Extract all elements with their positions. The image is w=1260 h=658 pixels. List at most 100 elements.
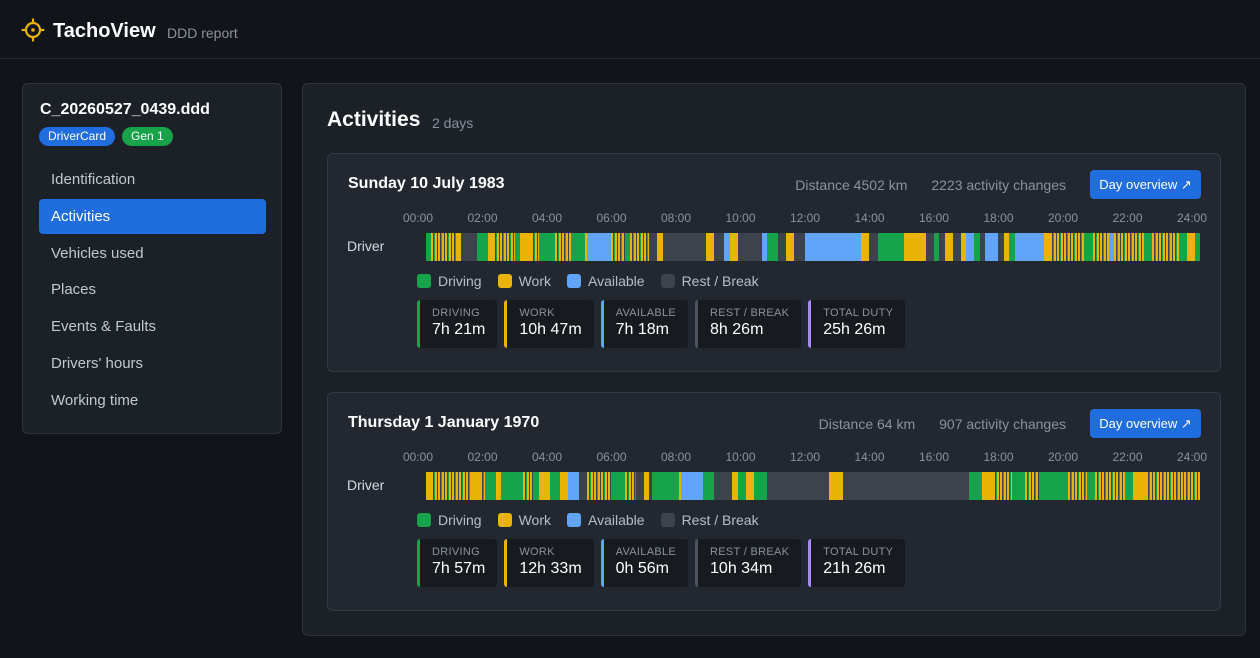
legend-swatch-work	[497, 513, 512, 527]
timeline-tick: 24:00	[1176, 211, 1208, 225]
activity-segment-available	[761, 233, 768, 261]
sidebar-item-working-time[interactable]: Working time	[51, 391, 139, 409]
activity-segment-available	[804, 233, 862, 261]
timeline-tick: 20:00	[1047, 450, 1079, 464]
stat-value: 7h 21m	[432, 321, 486, 338]
legend-label: Available	[588, 273, 645, 289]
stat-label: DRIVING	[432, 307, 480, 319]
timeline-tick: 02:00	[467, 211, 498, 225]
activity-segment-work	[982, 472, 994, 500]
activity-timeline[interactable]	[426, 472, 1201, 500]
stat-label: AVAILABLE	[615, 307, 677, 319]
activity-segment-driving	[514, 233, 521, 261]
activity-stats: DRIVING 7h 21m WORK 10h 47m AVAILABLE 7h 18m R…	[417, 300, 912, 348]
timeline-tick: 08:00	[660, 450, 692, 464]
day-overview-button[interactable]: Day overview ↗	[1090, 409, 1201, 438]
activity-segment-work	[455, 233, 462, 261]
sidebar-item-identification[interactable]: Identification	[51, 171, 136, 188]
top-bar: TachoView DDD report	[0, 0, 1260, 59]
activity-segment-rest	[925, 233, 935, 261]
activity-segment-stripe	[493, 233, 515, 261]
activity-segment-driving	[702, 472, 714, 500]
stat-rest: REST / BREAK 10h 34m	[695, 539, 802, 587]
activity-segment-work	[538, 472, 550, 500]
activity-segment-rest	[579, 472, 588, 500]
timeline-tick: 06:00	[596, 450, 627, 464]
page-subtitle: 2 days	[432, 115, 474, 131]
activity-segment-driving	[549, 472, 561, 500]
activity-segment-driving	[1194, 233, 1201, 261]
activity-segment-rest	[743, 233, 763, 261]
activity-segment-stripe	[431, 472, 472, 500]
driver-row-label: Driver	[347, 477, 385, 493]
timeline-tick: 04:00	[531, 211, 563, 225]
stat-value: 7h 57m	[432, 560, 486, 577]
activity-segment-work	[861, 233, 870, 261]
activity-segment-driving	[501, 472, 524, 500]
timeline-ticks: 00:00 02:00 04:00 06:00 08:00 10:00 12:00 14:00…	[328, 450, 1222, 464]
stat-value: 8h 26m	[710, 321, 764, 338]
sidebar-item-vehicles-used[interactable]: Vehicles used	[51, 244, 144, 262]
activity-segment-rest	[869, 233, 878, 261]
sidebar-item-drivers-hours[interactable]: Drivers' hours	[51, 354, 144, 372]
stat-label: REST / BREAK	[710, 546, 790, 558]
sidebar-nav: Identification Activities Vehicles used …	[39, 162, 266, 420]
activity-segment-stripe	[555, 233, 572, 261]
sidebar-item-activities[interactable]: Activities	[39, 198, 266, 234]
stat-value: 7h 18m	[615, 321, 670, 338]
stat-work: WORK 10h 47m	[504, 300, 594, 348]
legend-item-work: Work	[497, 273, 551, 289]
activity-segment-stripe	[1068, 472, 1088, 500]
legend-item-driving: Driving	[417, 512, 482, 528]
activity-segment-driving	[1011, 472, 1026, 500]
driver-row-label: Driver	[347, 238, 385, 254]
legend-label: Driving	[438, 273, 482, 289]
activity-segment-work	[657, 233, 663, 261]
activity-segment-stripe	[1095, 472, 1126, 500]
activity-segment-stripe	[522, 472, 534, 500]
timeline-ticks: 00:00 02:00 04:00 06:00 08:00 10:00 12:00 14:00…	[328, 211, 1222, 225]
legend-label: Work	[518, 512, 551, 528]
stat-label: DRIVING	[432, 546, 480, 558]
timeline-tick: 02:00	[467, 450, 498, 464]
legend-label: Driving	[438, 512, 482, 528]
activity-segment-rest	[979, 233, 986, 261]
stat-duty: TOTAL DUTY 21h 26m	[808, 539, 906, 587]
activity-segment-driving	[426, 233, 432, 261]
stat-label: WORK	[519, 546, 555, 558]
timeline-tick: 18:00	[983, 450, 1014, 464]
activity-segment-rest	[635, 472, 644, 500]
activity-timeline[interactable]	[426, 233, 1201, 261]
activity-segment-stripe	[1151, 233, 1179, 261]
activity-segment-stripe	[1049, 233, 1085, 261]
activity-segment-work	[960, 233, 967, 261]
activity-segment-driving	[1124, 472, 1134, 500]
activity-segment-driving	[753, 472, 768, 500]
activity-segment-available	[724, 233, 730, 261]
stat-available: AVAILABLE 7h 18m	[600, 300, 689, 348]
day-overview-button[interactable]: Day overview ↗	[1090, 170, 1201, 199]
activity-segment-driving	[477, 233, 489, 261]
activity-segment-driving	[611, 472, 626, 500]
activity-segment-driving	[1084, 233, 1093, 261]
legend-swatch-work	[497, 274, 512, 288]
activity-stats: DRIVING 7h 57m WORK 12h 33m AVAILABLE 0h 56m R…	[417, 539, 912, 587]
timeline-tick: 20:00	[1047, 211, 1079, 225]
legend-item-available: Available	[567, 273, 645, 289]
activity-segment-driving	[538, 233, 556, 261]
sidebar-item-events-faults[interactable]: Events & Faults	[51, 318, 157, 336]
activity-segment-driving	[767, 233, 779, 261]
activity-segment-rest	[998, 233, 1005, 261]
badge-generation: Gen 1	[122, 127, 173, 146]
activity-segment-stripe	[1025, 472, 1040, 500]
timeline-tick: 00:00	[402, 211, 434, 225]
stat-duty: TOTAL DUTY 25h 26m	[808, 300, 906, 348]
sidebar-item-places[interactable]: Places	[51, 281, 97, 299]
activity-segment-driving	[624, 233, 631, 261]
stat-driving: DRIVING 7h 57m	[417, 539, 498, 587]
stat-rest: REST / BREAK 8h 26m	[695, 300, 802, 348]
stat-label: AVAILABLE	[615, 546, 677, 558]
legend-swatch-available	[567, 274, 581, 288]
activity-segment-driving	[737, 472, 747, 500]
stat-value: 10h 34m	[710, 560, 773, 577]
